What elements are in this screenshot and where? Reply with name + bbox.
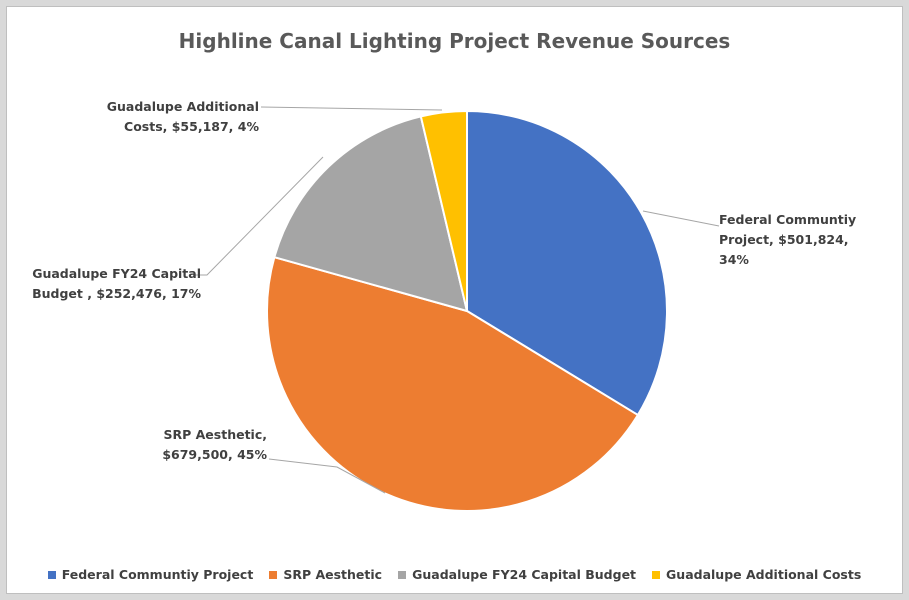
plot — [193, 106, 720, 512]
chart-title: Highline Canal Lighting Project Revenue … — [178, 29, 731, 53]
legend-swatch — [269, 570, 278, 579]
pie-slice — [466, 109, 668, 417]
data-label: Guadalupe Additional Costs, $55,187, 4% — [106, 99, 259, 134]
data-label: Federal Communtiy Project, $501,824, 34% — [719, 212, 857, 267]
legend-swatch — [398, 570, 407, 579]
legend-item: Guadalupe FY24 Capital Budget — [398, 567, 636, 582]
legend-item: Guadalupe Additional Costs — [652, 567, 861, 582]
legend-swatch — [652, 570, 661, 579]
legend-label: Federal Communtiy Project — [61, 567, 254, 582]
leader-line — [193, 156, 324, 276]
data-label: Guadalupe FY24 Capital Budget , $252,476… — [32, 266, 201, 301]
pie-slice — [266, 255, 640, 512]
leader-line — [642, 210, 720, 227]
pie-slice — [273, 115, 469, 313]
legend-label: Guadalupe Additional Costs — [666, 567, 862, 582]
chart: Highline Canal Lighting Project Revenue … — [6, 6, 903, 594]
leader-line — [260, 106, 443, 111]
legend-item: SRP Aesthetic — [269, 567, 382, 582]
pie-slice — [419, 109, 468, 312]
legend: Federal Communtiy Project SRP Aesthetic Gu… — [7, 567, 902, 582]
legend-item: Federal Communtiy Project — [47, 567, 254, 582]
legend-label: Guadalupe FY24 Capital Budget — [412, 567, 637, 582]
legend-label: SRP Aesthetic — [283, 567, 383, 582]
legend-swatch — [47, 570, 56, 579]
leader-line — [268, 458, 386, 494]
data-label: SRP Aesthetic, $679,500, 45% — [162, 427, 267, 462]
